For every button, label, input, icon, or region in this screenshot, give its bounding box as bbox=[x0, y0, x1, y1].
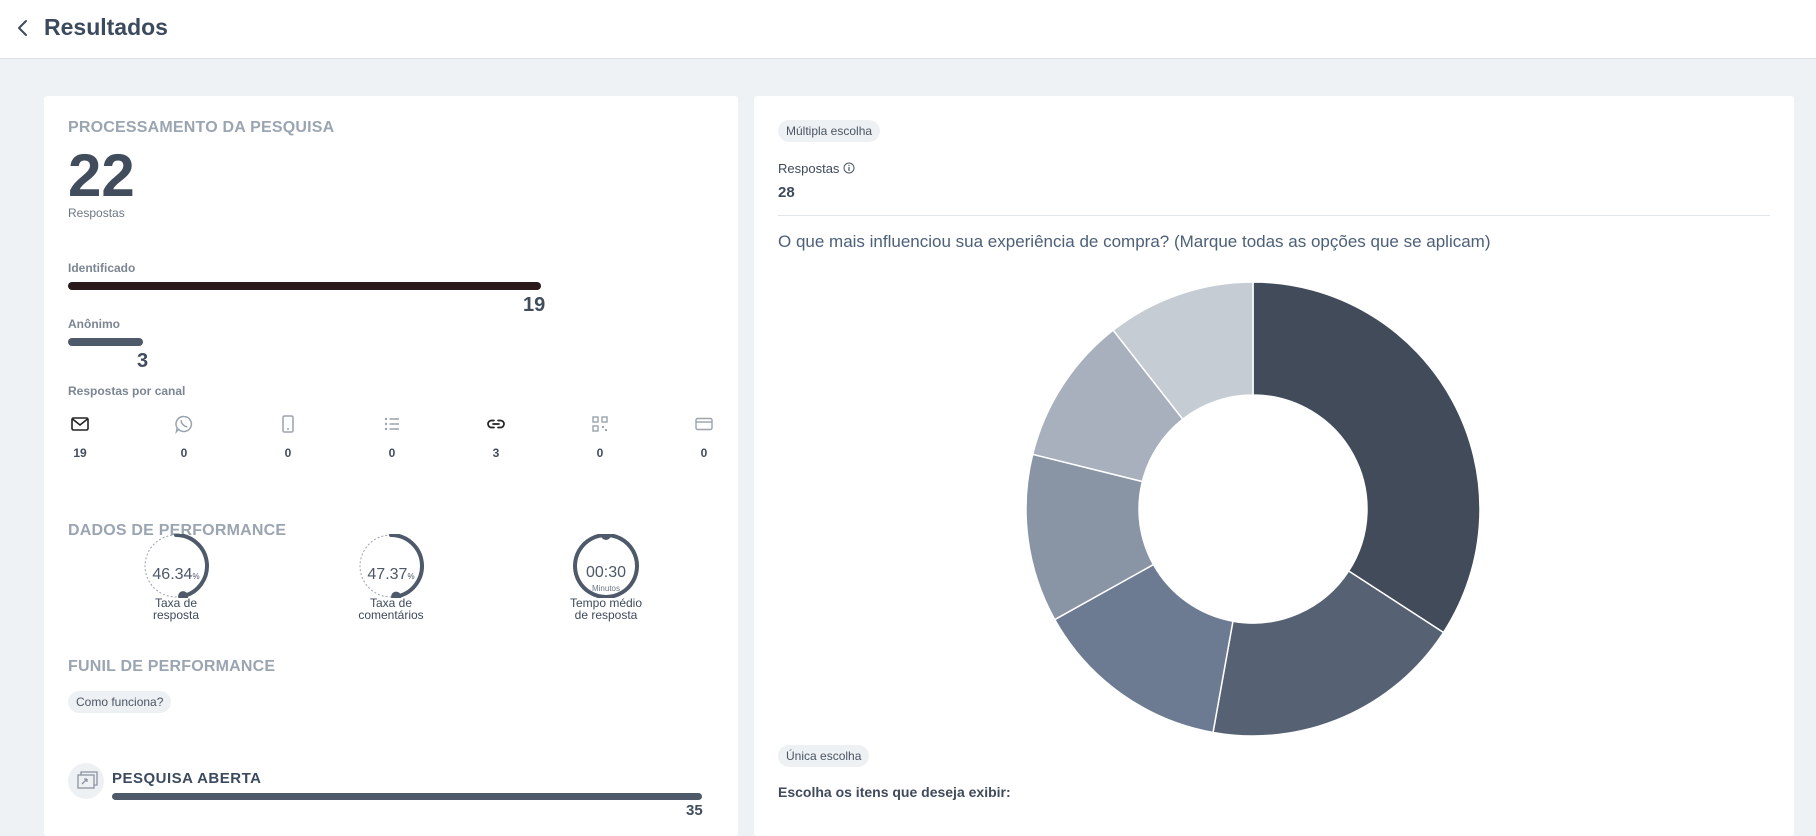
channel-qrcode: 0 bbox=[583, 414, 617, 460]
identified-bar bbox=[68, 282, 541, 290]
funnel-title: FUNIL DE PERFORMANCE bbox=[68, 658, 276, 675]
question-text: O que mais influenciou sua experiência d… bbox=[778, 232, 1491, 251]
how-it-works-button[interactable]: Como funciona? bbox=[68, 691, 172, 713]
donut-slice-6[interactable] bbox=[1112, 282, 1254, 421]
survey-processing-card: PROCESSAMENTO DA PESQUISA 22 Respostas I… bbox=[44, 96, 738, 836]
list-icon bbox=[384, 417, 399, 431]
total-responses-label: Respostas bbox=[68, 206, 125, 220]
channel-email: 19 bbox=[63, 414, 97, 460]
gauge-label: Taxa de resposta bbox=[152, 596, 200, 622]
channel-list: 0 bbox=[375, 414, 409, 460]
channel-link: 3 bbox=[479, 414, 513, 460]
identified-label: Identificado bbox=[68, 261, 136, 275]
gauge-label: Tempo médio de resposta bbox=[569, 596, 643, 622]
gauge-response-rate: 46.34% Taxa de resposta bbox=[106, 533, 246, 621]
mobile-icon bbox=[282, 415, 294, 433]
page-title: Resultados bbox=[44, 14, 168, 40]
channel-card: 0 bbox=[687, 414, 721, 460]
qrcode-icon bbox=[592, 416, 608, 432]
donut-chart bbox=[1026, 282, 1480, 736]
responses-value: 28 bbox=[778, 184, 795, 201]
type-chip: Múltipla escolha bbox=[778, 120, 881, 142]
gauge-value: 46.34% bbox=[152, 566, 200, 583]
gauge-unit: Minutos bbox=[591, 584, 620, 593]
channel-value: 0 bbox=[596, 446, 604, 460]
question-results-card: Múltipla escolha Respostas 28 O que mais… bbox=[754, 96, 1794, 836]
channel-value: 0 bbox=[388, 446, 396, 460]
gauge-arc bbox=[573, 533, 639, 599]
gauge-label: Taxa de comentários bbox=[358, 596, 424, 622]
top-bar: Resultados bbox=[0, 0, 1816, 59]
anonymous-bar bbox=[68, 338, 143, 346]
funnel-value: 35 bbox=[686, 802, 703, 819]
whatsapp-icon bbox=[175, 415, 193, 434]
anonymous-label: Anônimo bbox=[68, 317, 120, 331]
link-icon bbox=[487, 419, 505, 429]
channel-whatsapp: 0 bbox=[167, 414, 201, 460]
divider bbox=[778, 215, 1770, 216]
info-icon[interactable] bbox=[843, 162, 855, 174]
responses-label: Respostas bbox=[778, 161, 840, 176]
single-choice-chip: Única escolha bbox=[778, 745, 870, 767]
gauge-arc bbox=[174, 533, 209, 599]
gauge-value: 00:30 bbox=[585, 564, 627, 581]
window-icon bbox=[77, 771, 98, 789]
funnel-bar bbox=[112, 793, 702, 800]
donut-slice-2[interactable] bbox=[1212, 569, 1445, 736]
channel-value: 3 bbox=[492, 446, 500, 460]
channel-mobile: 0 bbox=[271, 414, 305, 460]
gauge-arc bbox=[389, 533, 424, 599]
total-responses: 22 bbox=[68, 142, 135, 209]
funnel-item-label: PESQUISA ABERTA bbox=[112, 770, 262, 787]
funnel-icon-box bbox=[68, 763, 104, 799]
card-icon bbox=[695, 417, 713, 431]
anonymous-value: 3 bbox=[137, 350, 149, 372]
channel-value: 0 bbox=[284, 446, 292, 460]
identified-value: 19 bbox=[523, 294, 546, 316]
performance-title: DADOS DE PERFORMANCE bbox=[68, 522, 287, 539]
channel-value: 0 bbox=[700, 446, 708, 460]
gauge-value: 47.37% bbox=[367, 566, 415, 583]
donut-slice-1[interactable] bbox=[1252, 282, 1480, 634]
channel-value: 19 bbox=[73, 446, 87, 460]
back-arrow-icon[interactable] bbox=[12, 17, 34, 39]
gauge-knob bbox=[600, 530, 611, 540]
processing-title: PROCESSAMENTO DA PESQUISA bbox=[68, 119, 335, 136]
gauge-avg-time: 00:30 Minutos Tempo médio de resposta bbox=[536, 530, 676, 621]
mail-icon bbox=[71, 417, 89, 431]
channel-value: 0 bbox=[180, 446, 188, 460]
choose-items-label: Escolha os itens que deseja exibir: bbox=[778, 784, 1011, 800]
gauge-comment-rate: 47.37% Taxa de comentários bbox=[321, 533, 461, 621]
channels-title: Respostas por canal bbox=[68, 384, 186, 398]
